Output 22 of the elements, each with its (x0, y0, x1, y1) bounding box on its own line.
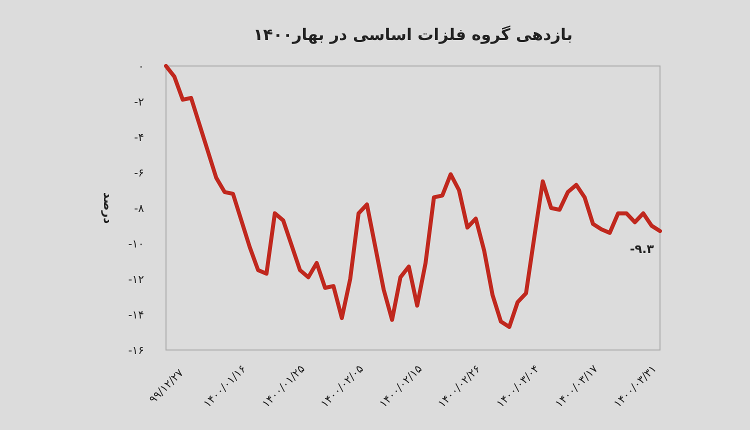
y-tick-label: -۱۲ (128, 272, 144, 286)
y-axis-title: درصد (101, 192, 115, 224)
y-tick-label: ۰ (138, 60, 144, 73)
y-tick-label: -۱۶ (128, 344, 144, 357)
y-tick-label: -۱۰ (128, 237, 144, 250)
x-tick-label: ۱۴۰۰/۰۲/۲۶ (435, 362, 484, 410)
y-tick-label: -۱۴ (128, 308, 144, 322)
x-tick-label: ۱۴۰۰/۰۱/۲۵ (260, 362, 308, 410)
x-tick-label: ۹۹/۱۲/۲۷ (146, 366, 186, 406)
x-tick-label: ۱۴۰۰/۰۲/۱۵ (376, 362, 425, 410)
annotation: -۹.۳ (630, 242, 655, 256)
x-tick-label: ۱۴۰۰/۰۳/۰۴ (494, 362, 542, 410)
x-tick-label: ۱۴۰۰/۰۳/۱۷ (552, 362, 601, 410)
y-tick-label: -۴ (134, 130, 144, 144)
x-tick-label: ۱۴۰۰/۰۲/۰۵ (318, 362, 366, 410)
y-tick-label: -۸ (134, 202, 144, 215)
y-tick-label: -۲ (134, 95, 144, 108)
chart-title: بازدهی گروه فلزات اساسی در بهار۱۴۰۰ (253, 25, 573, 44)
x-tick-label: ۱۴۰۰/۰۳/۳۱ (611, 362, 660, 410)
x-tick-label: ۱۴۰۰/۰۱/۱۶ (200, 362, 249, 410)
line-series (164, 64, 662, 329)
y-tick-label: -۶ (134, 166, 144, 180)
